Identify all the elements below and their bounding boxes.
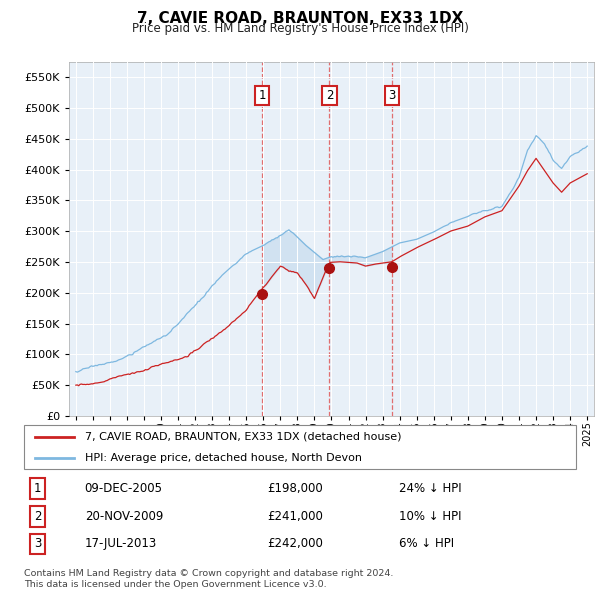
Text: 20-NOV-2009: 20-NOV-2009: [85, 510, 163, 523]
Text: 2: 2: [326, 89, 333, 102]
Text: 3: 3: [388, 89, 395, 102]
FancyBboxPatch shape: [24, 425, 576, 469]
Text: 3: 3: [34, 537, 41, 550]
Text: 10% ↓ HPI: 10% ↓ HPI: [400, 510, 462, 523]
Text: 7, CAVIE ROAD, BRAUNTON, EX33 1DX (detached house): 7, CAVIE ROAD, BRAUNTON, EX33 1DX (detac…: [85, 432, 401, 442]
Text: 1: 1: [259, 89, 266, 102]
Text: Price paid vs. HM Land Registry's House Price Index (HPI): Price paid vs. HM Land Registry's House …: [131, 22, 469, 35]
Text: 09-DEC-2005: 09-DEC-2005: [85, 482, 163, 495]
Text: 24% ↓ HPI: 24% ↓ HPI: [400, 482, 462, 495]
Text: 17-JUL-2013: 17-JUL-2013: [85, 537, 157, 550]
Text: Contains HM Land Registry data © Crown copyright and database right 2024.
This d: Contains HM Land Registry data © Crown c…: [24, 569, 394, 589]
Text: 1: 1: [34, 482, 41, 495]
Text: HPI: Average price, detached house, North Devon: HPI: Average price, detached house, Nort…: [85, 453, 362, 463]
Text: 6% ↓ HPI: 6% ↓ HPI: [400, 537, 454, 550]
Text: 2: 2: [34, 510, 41, 523]
Text: 7, CAVIE ROAD, BRAUNTON, EX33 1DX: 7, CAVIE ROAD, BRAUNTON, EX33 1DX: [137, 11, 463, 25]
Text: £242,000: £242,000: [267, 537, 323, 550]
Text: £241,000: £241,000: [267, 510, 323, 523]
Text: £198,000: £198,000: [267, 482, 323, 495]
